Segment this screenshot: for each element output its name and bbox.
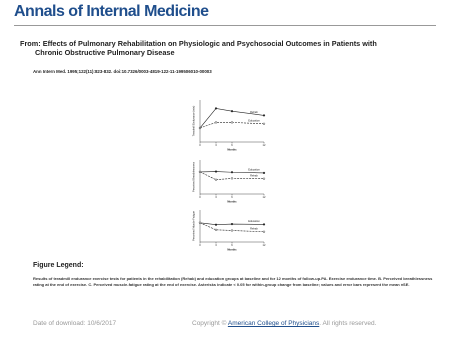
download-date: Date of download: 10/6/2017 — [33, 320, 117, 327]
figure: 0 3 6 12 Months Treadmill Endurance (min) Reha… — [192, 100, 266, 252]
data-point — [262, 223, 266, 226]
copyright-link[interactable]: American College of Physicians — [227, 320, 320, 327]
series-line — [199, 222, 265, 233]
data-point — [262, 171, 266, 175]
x-tick-label: 3 — [215, 143, 217, 147]
series-line — [199, 171, 265, 181]
x-tick-label: 3 — [215, 195, 217, 199]
data-point — [214, 223, 218, 226]
header-rule — [14, 25, 436, 26]
x-axis-label: Months — [227, 200, 237, 204]
data-point — [198, 170, 202, 173]
legend-text: Results of treadmill endurance exercise … — [33, 276, 433, 287]
x-axis-label: Months — [227, 148, 237, 152]
x-tick-label: 6 — [231, 243, 233, 247]
data-point — [230, 229, 234, 232]
article-title: Chronic Obstructive Pulmonary Disease — [35, 48, 175, 57]
data-point — [214, 107, 218, 110]
copyright-suffix: . All rights reserved. — [319, 320, 377, 327]
copyright: Copyright © American College of Physicia… — [192, 320, 376, 327]
series-line — [199, 171, 265, 174]
y-axis-label: Perceived Breathlessness — [192, 161, 196, 192]
data-point — [230, 222, 234, 226]
x-tick-label: 12 — [263, 243, 266, 247]
series-label: Rehab — [250, 226, 258, 230]
x-tick-label: 0 — [199, 195, 201, 199]
y-axis-label: Treadmill Endurance (min) — [192, 106, 196, 137]
series-label: Education — [248, 168, 260, 172]
article-title: From: Effects of Pulmonary Rehabilitatio… — [20, 39, 377, 48]
series-line — [199, 222, 265, 226]
citation: Ann Intern Med. 1995;122(11):823-832. do… — [33, 69, 212, 74]
x-tick-label: 12 — [263, 143, 266, 147]
x-tick-label: 12 — [263, 195, 266, 199]
data-point — [198, 126, 202, 130]
series-label: Education — [248, 118, 260, 122]
copyright-prefix: Copyright © — [192, 320, 227, 327]
data-point — [230, 121, 234, 124]
series-line — [199, 108, 265, 129]
data-point — [262, 114, 266, 117]
series-label: Education — [248, 219, 260, 223]
x-axis-label: Months — [227, 248, 237, 252]
series-label: Rehab — [250, 110, 258, 114]
data-point — [214, 178, 218, 181]
data-point — [262, 177, 266, 180]
data-point — [214, 228, 218, 231]
data-point — [262, 230, 266, 233]
data-point — [214, 121, 218, 124]
series-line — [199, 122, 265, 129]
x-tick-label: 0 — [199, 243, 201, 247]
data-point — [198, 221, 202, 224]
data-point — [214, 170, 218, 173]
data-point — [262, 122, 266, 125]
data-point — [230, 177, 234, 180]
x-tick-label: 3 — [215, 243, 217, 247]
legend-heading: Figure Legend: — [33, 262, 84, 269]
y-axis-label: Perceived Muscle Fatigue — [192, 211, 196, 241]
series-label: Rehab — [250, 173, 258, 177]
x-tick-label: 0 — [199, 143, 201, 147]
x-tick-label: 6 — [231, 143, 233, 147]
data-point — [230, 171, 234, 174]
journal-logo: Annals of Internal Medicine — [14, 3, 209, 20]
x-tick-label: 6 — [231, 195, 233, 199]
data-point — [230, 110, 234, 113]
